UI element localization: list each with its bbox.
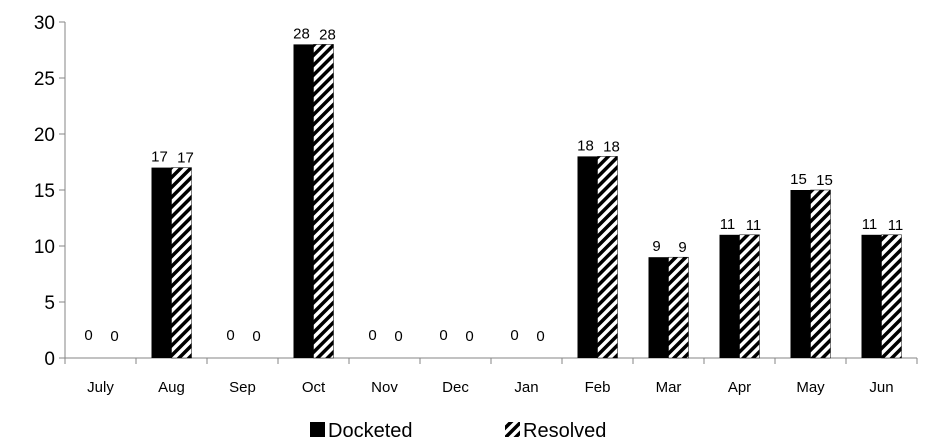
bar-resolved — [881, 234, 902, 359]
bar-docketed — [293, 44, 314, 359]
data-label-docketed: 28 — [293, 25, 310, 42]
x-axis: July Aug Sep Oct Nov Dec Jan Feb Mar Apr May Jun — [64, 357, 918, 396]
data-label-docketed: 17 — [151, 149, 168, 166]
data-label-resolved: 18 — [603, 138, 620, 155]
y-tick-label: 5 — [44, 293, 55, 314]
data-label-docketed: 0 — [510, 327, 518, 344]
y-tick-label: 30 — [34, 13, 55, 34]
x-tick-label: Jun — [869, 379, 893, 396]
bar-resolved — [313, 44, 334, 359]
y-tick-label: 10 — [34, 237, 55, 258]
legend: Docketed Resolved — [310, 420, 606, 442]
bar-docketed — [790, 190, 811, 358]
data-label-docketed: 0 — [439, 327, 447, 344]
bar-docketed — [648, 257, 669, 358]
data-label-docketed: 18 — [577, 137, 594, 154]
legend-label-resolved: Resolved — [523, 420, 606, 442]
data-label-docketed: 9 — [652, 238, 660, 255]
legend-label-docketed: Docketed — [328, 420, 413, 442]
y-tick-label: 0 — [44, 349, 55, 370]
y-axis: 0 5 10 15 20 25 30 — [34, 13, 66, 370]
y-tick-label: 25 — [34, 69, 55, 90]
x-tick-label: May — [796, 379, 825, 396]
legend-swatch-docketed — [310, 422, 325, 437]
x-tick-label: Sep — [229, 379, 256, 396]
y-tick-label: 15 — [34, 181, 55, 202]
data-label-resolved: 0 — [252, 328, 260, 345]
data-label-resolved: 11 — [888, 217, 904, 234]
data-label-docketed: 0 — [84, 327, 92, 344]
x-tick-label: Apr — [728, 379, 751, 396]
data-label-resolved: 28 — [319, 26, 336, 43]
y-tick-label: 20 — [34, 125, 55, 146]
bar-docketed — [577, 156, 598, 358]
bar-resolved — [739, 234, 760, 359]
data-label-docketed: 0 — [226, 327, 234, 344]
data-labels: 0 0 17 17 0 0 28 28 0 0 0 0 0 0 18 18 9 9 11 11 15 15 11 11 — [84, 25, 903, 345]
x-tick-label: July — [87, 379, 114, 396]
bar-docketed — [861, 234, 882, 358]
data-label-resolved: 0 — [536, 328, 544, 345]
data-label-docketed: 15 — [790, 171, 807, 188]
bar-resolved — [171, 167, 192, 359]
x-tick-label: Feb — [585, 379, 611, 396]
data-label-resolved: 15 — [816, 172, 833, 189]
x-tick-label: Nov — [371, 379, 398, 396]
bar-resolved — [597, 156, 618, 359]
data-label-resolved: 0 — [465, 328, 473, 345]
data-label-docketed: 11 — [862, 216, 878, 233]
bar-docketed — [719, 234, 740, 358]
x-tick-label: Oct — [302, 379, 326, 396]
x-tick-label: Dec — [442, 379, 469, 396]
bar-docketed — [151, 167, 172, 358]
x-tick-label: Mar — [656, 379, 682, 396]
data-label-docketed: 0 — [368, 327, 376, 344]
data-label-resolved: 0 — [394, 328, 402, 345]
x-tick-label: Jan — [514, 379, 538, 396]
bars — [151, 44, 902, 359]
legend-swatch-resolved — [505, 422, 520, 437]
data-label-resolved: 17 — [177, 150, 194, 167]
data-label-resolved: 9 — [678, 239, 686, 256]
data-label-resolved: 11 — [746, 217, 762, 234]
x-tick-label: Aug — [158, 379, 185, 396]
data-label-docketed: 11 — [720, 216, 736, 233]
bar-resolved — [810, 189, 831, 359]
data-label-resolved: 0 — [110, 328, 118, 345]
bar-resolved — [668, 256, 689, 359]
